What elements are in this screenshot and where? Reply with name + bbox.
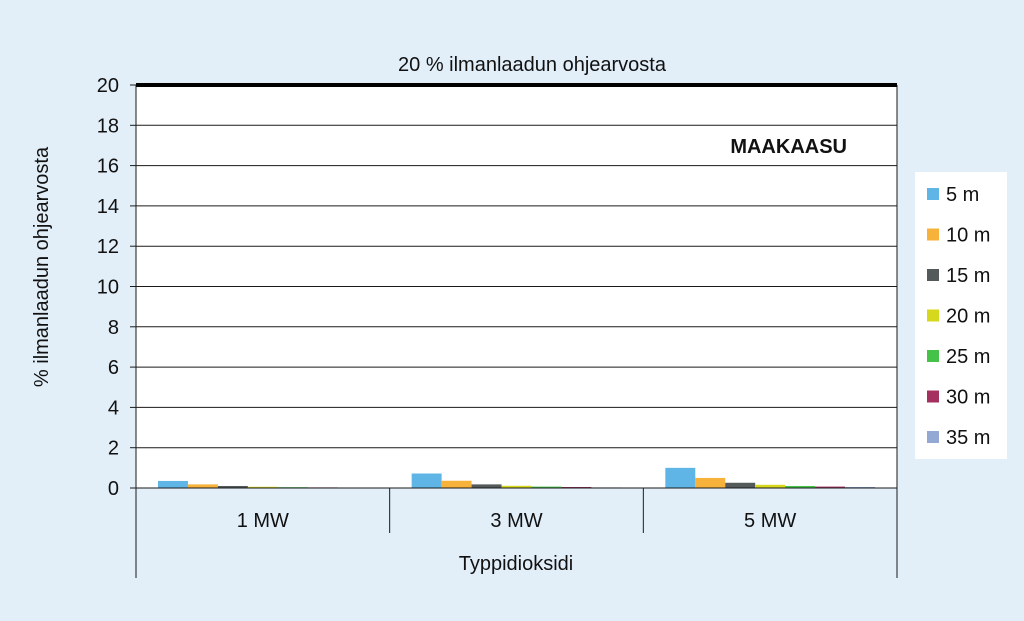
x-tick-label: 1 MW [237, 510, 289, 532]
legend-label: 35 m [946, 427, 990, 449]
legend-swatch [927, 269, 939, 281]
y-tick-label: 16 [97, 156, 119, 178]
x-tick-label: 3 MW [490, 510, 542, 532]
bar [442, 481, 472, 488]
bar [665, 468, 695, 488]
legend-label: 5 m [946, 184, 979, 206]
bar [412, 473, 442, 488]
x-tick-label: 5 MW [744, 510, 796, 532]
bar [188, 484, 218, 488]
legend-swatch [927, 431, 939, 443]
legend-label: 10 m [946, 225, 990, 247]
y-tick-label: 6 [108, 357, 119, 379]
legend-swatch [927, 188, 939, 200]
y-tick-label: 18 [97, 115, 119, 137]
legend-swatch [927, 310, 939, 322]
y-tick-label: 8 [108, 317, 119, 339]
series-annotation: MAAKAASU [730, 136, 847, 158]
chart-title: 20 % ilmanlaadun ohjearvosta [398, 54, 667, 76]
y-tick-label: 0 [108, 478, 119, 500]
legend-label: 20 m [946, 306, 990, 328]
legend-swatch [927, 350, 939, 362]
bar [158, 481, 188, 488]
legend: 5 m 10 m 15 m 20 m 25 m 30 m 35 m [915, 172, 1007, 459]
y-tick-label: 12 [97, 236, 119, 258]
bar [472, 484, 502, 488]
y-tick-label: 14 [97, 196, 119, 218]
x-axis-label: Typpidioksidi [459, 553, 574, 575]
y-axis-label: % ilmanlaadun ohjearvosta [31, 146, 53, 387]
bar [695, 478, 725, 488]
y-tick-label: 2 [108, 438, 119, 460]
bar [725, 483, 755, 488]
legend-label: 30 m [946, 387, 990, 409]
legend-swatch [927, 229, 939, 241]
legend-swatch [927, 391, 939, 403]
y-tick-label: 4 [108, 397, 119, 419]
legend-label: 25 m [946, 346, 990, 368]
y-tick-label: 10 [97, 277, 119, 299]
y-tick-label: 20 [97, 75, 119, 97]
legend-label: 15 m [946, 265, 990, 287]
